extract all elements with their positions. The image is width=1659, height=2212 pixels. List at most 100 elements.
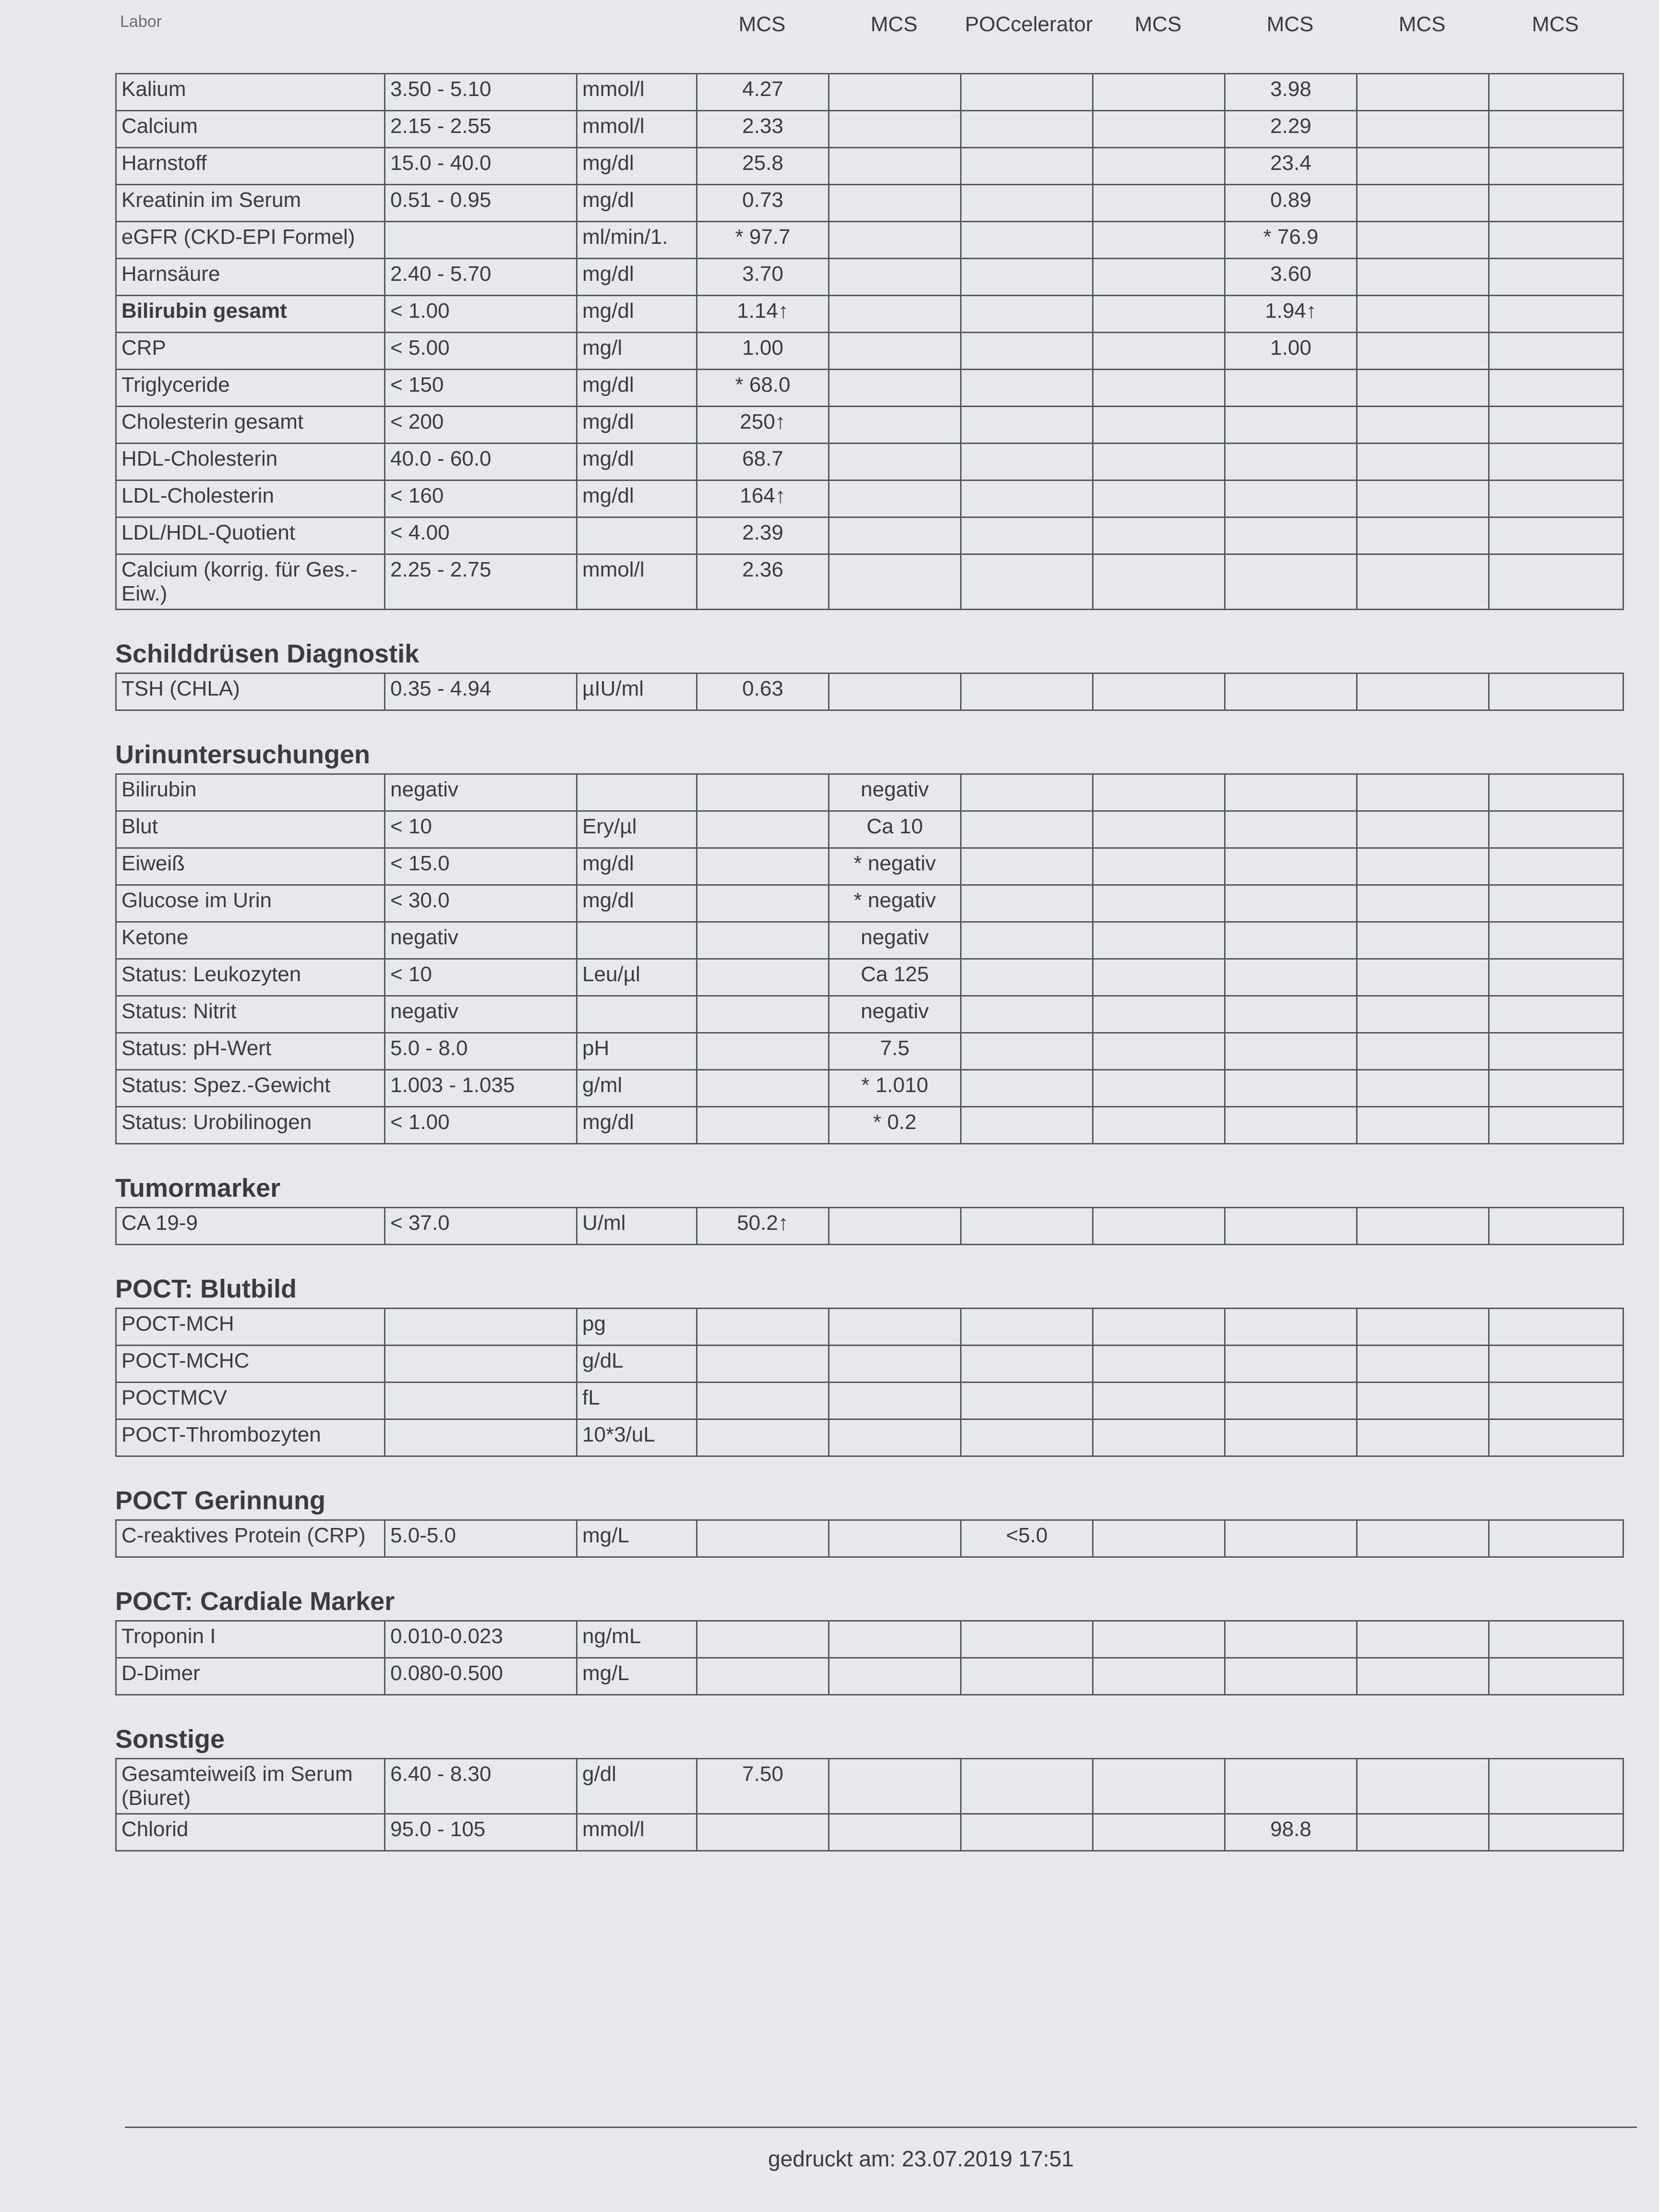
result-value [1356,553,1490,610]
result-value [1488,1106,1624,1144]
result-table: C-reaktives Protein (CRP) 5.0-5.0 mg/L <5.0 [115,1519,1624,1558]
result-value [828,1419,962,1457]
section-title: Sonstige [115,1725,225,1754]
result-value [828,1207,962,1245]
unit: mg/dl [576,295,697,333]
test-name: TSH (CHLA) [115,673,385,711]
test-name: Bilirubin gesamt [115,295,385,333]
result-value [1488,517,1624,555]
result-value [960,1345,1094,1383]
section-title: Tumormarker [115,1174,281,1202]
result-value: 250↑ [696,406,830,444]
test-name: Bilirubin [115,773,385,812]
result-value: negativ [828,773,962,812]
result-value [1092,553,1226,610]
result-value [960,773,1094,812]
test-name: Status: pH-Wert [115,1032,385,1070]
result-value: negativ [828,921,962,960]
result-value: 0.73 [696,184,830,222]
test-name: POCTMCV [115,1382,385,1420]
result-row: Status: Urobilinogen < 1.00 mg/dl * 0.2 [115,1106,1624,1144]
result-value [1224,1758,1358,1815]
result-value [1488,1382,1624,1420]
result-value [960,673,1094,711]
result-value [828,110,962,148]
unit [576,517,697,555]
result-row: POCTMCV fL [115,1382,1624,1420]
result-value [1488,847,1624,886]
result-value [960,1069,1094,1107]
result-value [828,1657,962,1695]
unit: Leu/µl [576,958,697,997]
result-value [1092,1382,1226,1420]
result-value [1092,443,1226,481]
result-row: Harnsäure 2.40 - 5.70 mg/dl 3.70 3.60 [115,258,1624,296]
result-value [1488,1519,1624,1558]
result-value: 1.14↑ [696,295,830,333]
unit: mmol/l [576,553,697,610]
result-value [960,921,1094,960]
result-row: Kreatinin im Serum 0.51 - 0.95 mg/dl 0.73 0.… [115,184,1624,222]
result-value: * negativ [828,884,962,923]
print-date: gedruckt am: 23.07.2019 17:51 [768,2146,1074,2171]
result-value [1356,184,1490,222]
result-row: C-reaktives Protein (CRP) 5.0-5.0 mg/L <5.0 [115,1519,1624,1558]
result-value [1488,147,1624,185]
result-value [1092,258,1226,296]
result-value: 50.2↑ [696,1207,830,1245]
result-value [828,1813,962,1851]
result-value [1488,258,1624,296]
result-row: Status: Leukozyten < 10 Leu/µl Ca 125 [115,958,1624,997]
reference-range: negativ [384,773,577,812]
test-name: Eiweiß [115,847,385,886]
result-row: Troponin I 0.010-0.023 ng/mL [115,1620,1624,1659]
reference-range: 95.0 - 105 [384,1813,577,1851]
result-value [1092,884,1226,923]
result-value: 164↑ [696,480,830,518]
result-value [1224,1207,1358,1245]
result-value [1356,1758,1490,1815]
result-value [1488,1758,1624,1815]
reference-range: 0.35 - 4.94 [384,673,577,711]
result-value [1224,673,1358,711]
result-row: Glucose im Urin < 30.0 mg/dl * negativ [115,884,1624,923]
unit: mg/dl [576,406,697,444]
unit: pg [576,1308,697,1346]
spacer [576,10,696,73]
reference-range: 15.0 - 40.0 [384,147,577,185]
result-value [828,480,962,518]
reference-range: 0.080-0.500 [384,1657,577,1695]
result-value [1356,258,1490,296]
result-value [1488,884,1624,923]
reference-range: 0.010-0.023 [384,1620,577,1659]
report: Labor MCS MCS POCcelerator MCS MCS MCS MCS Kaliu… [115,10,1624,1851]
result-row: HDL-Cholesterin 40.0 - 60.0 mg/dl 68.7 [115,443,1624,481]
result-value [1224,1032,1358,1070]
result-value [1356,1519,1490,1558]
result-value [1356,406,1490,444]
result-value [696,1345,830,1383]
result-value [1092,810,1226,849]
result-value [1092,406,1226,444]
result-row: LDL-Cholesterin < 160 mg/dl 164↑ [115,480,1624,518]
result-value [1488,1308,1624,1346]
unit: mmol/l [576,73,697,111]
result-value [1356,369,1490,407]
result-value [1224,1419,1358,1457]
result-value [1224,847,1358,886]
result-value [960,258,1094,296]
section-title: POCT Gerinnung [115,1486,325,1515]
result-value [1092,1345,1226,1383]
test-name: Ketone [115,921,385,960]
reference-range: < 1.00 [384,1106,577,1144]
result-value [696,1308,830,1346]
result-value: 23.4 [1224,147,1358,185]
result-value [1092,480,1226,518]
result-value [1092,517,1226,555]
test-name: POCT-MCH [115,1308,385,1346]
result-value: * 1.010 [828,1069,962,1107]
result-value [1092,673,1226,711]
result-value [960,1620,1094,1659]
result-value [1092,1032,1226,1070]
unit: fL [576,1382,697,1420]
